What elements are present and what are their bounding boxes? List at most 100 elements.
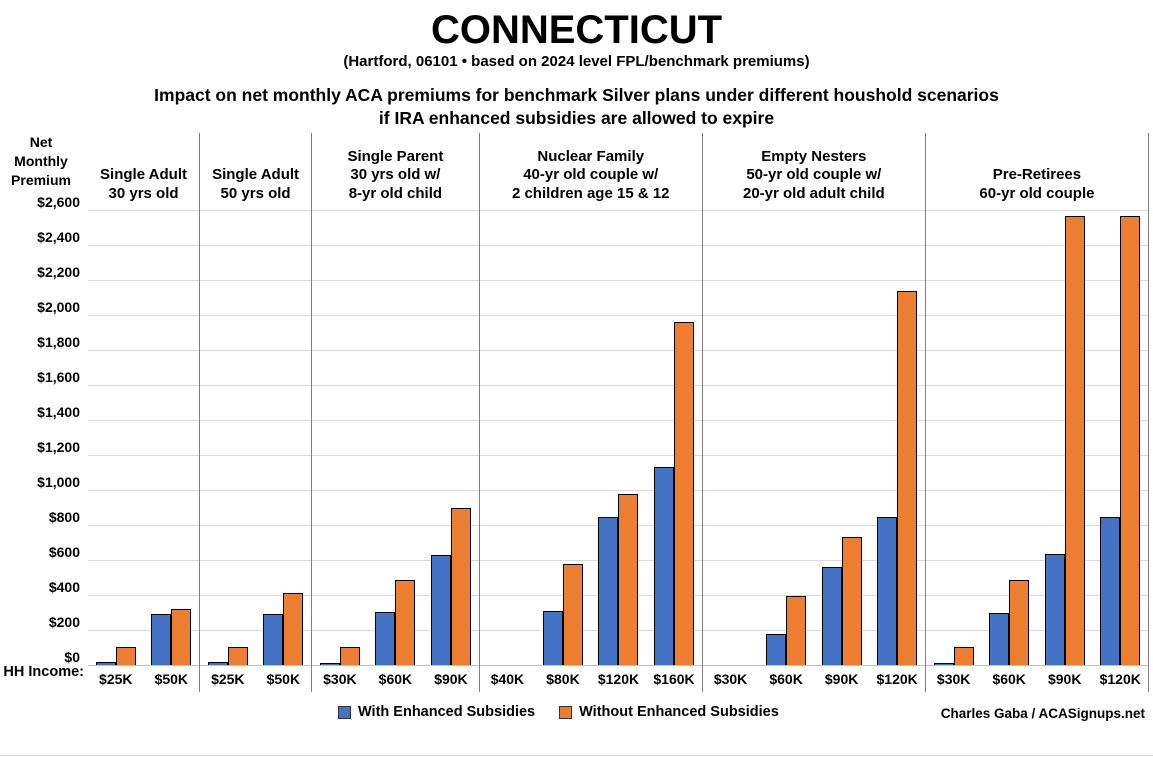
bar-with-enhanced-subsidies (1100, 517, 1121, 665)
bar-with-enhanced-subsidies (151, 614, 172, 665)
bar-without-enhanced-subsidies (1009, 580, 1030, 665)
bar-without-enhanced-subsidies (1120, 216, 1141, 665)
income-label: $60K (769, 671, 803, 687)
legend-swatch-icon (338, 705, 351, 719)
income-label: $25K (211, 671, 245, 687)
y-tick-label: $400 (48, 579, 80, 595)
bar-without-enhanced-subsidies (115, 646, 136, 665)
chart-header: CONNECTICUT (Hartford, 06101 • based on … (0, 8, 1153, 130)
bar-with-enhanced-subsidies (598, 517, 619, 665)
y-tick-label: $2,400 (37, 229, 80, 245)
chart-panels: Single Adult 30 yrs old $25K $50K Single Ad… (88, 133, 1149, 692)
bar-pair (654, 322, 695, 665)
y-tick-label: $2,200 (37, 264, 80, 280)
income-label: $50K (154, 671, 189, 687)
y-tick-label: $800 (48, 509, 80, 525)
income-labels: $25K $50K (88, 666, 199, 692)
bar-without-enhanced-subsidies (227, 646, 248, 665)
bar-pair (542, 563, 583, 665)
bar-without-enhanced-subsidies (953, 646, 974, 665)
income-label: $160K (653, 671, 695, 687)
panel-plot-area (312, 210, 479, 666)
panel-plot-area (479, 210, 702, 666)
bar-with-enhanced-subsidies (654, 467, 675, 665)
legend-label: With Enhanced Subsidies (358, 704, 536, 720)
bar-with-enhanced-subsidies (821, 567, 842, 665)
scenario-panel: Single Parent 30 yrs old w/ 8-yr old chi… (312, 133, 480, 692)
income-label: $30K (936, 671, 971, 687)
bar-pair (207, 646, 248, 665)
scenario-label: Pre-Retirees 60-yr old couple (979, 166, 1095, 202)
legend-item: Without Enhanced Subsidies (559, 704, 779, 720)
bar-without-enhanced-subsidies (786, 595, 807, 665)
income-label: $90K (434, 671, 468, 687)
income-label: $60K (992, 671, 1026, 687)
income-label: $90K (1047, 671, 1082, 687)
bar-pair (1044, 216, 1085, 665)
legend-swatch-icon (559, 705, 573, 719)
page-title: CONNECTICUT (430, 8, 723, 52)
bar-without-enhanced-subsidies (450, 508, 471, 665)
bottom-border (0, 755, 1153, 756)
y-axis-title: Net Monthly Premium (11, 134, 71, 188)
bar-with-enhanced-subsidies (375, 611, 396, 665)
income-label: $80K (546, 671, 580, 687)
bar-without-enhanced-subsidies (339, 646, 360, 665)
y-tick-label: $2,000 (37, 299, 80, 315)
income-label: $30K (323, 671, 357, 687)
credit-text: Charles Gaba / ACASignups.net (940, 706, 1145, 721)
y-tick-label: $1,200 (37, 439, 80, 455)
bar-with-enhanced-subsidies (766, 633, 787, 665)
bar-with-enhanced-subsidies (430, 554, 451, 665)
bar-pair (375, 580, 416, 665)
y-axis: Net Monthly Premium HH Income: $0 $200 $40… (0, 133, 88, 692)
panel-plot-area (88, 210, 200, 666)
bar-without-enhanced-subsidies (674, 322, 695, 665)
bar-pair (766, 595, 807, 665)
scenario-label: Nuclear Family 40-yr old couple w/ 2 chi… (511, 147, 670, 202)
chart-description: Impact on net monthly ACA premiums for b… (0, 84, 1153, 130)
income-label: $40K (490, 671, 525, 687)
bar-chart: Net Monthly Premium HH Income: $0 $200 $40… (0, 133, 1149, 692)
income-label: $30K (713, 671, 748, 687)
bar-pair (598, 494, 639, 665)
scenario-label: Single Parent 30 yrs old w/ 8-yr old chi… (347, 147, 444, 202)
panel-plot-area (925, 210, 1148, 666)
scenario-panel: Pre-Retirees 60-yr old couple $30K $60K $90… (925, 133, 1149, 692)
income-labels: $25K $50K (200, 666, 311, 692)
income-label: $90K (824, 671, 859, 687)
income-label: $50K (266, 671, 301, 687)
bar-without-enhanced-subsidies (841, 537, 862, 665)
bar-without-enhanced-subsidies (395, 580, 416, 665)
bar-with-enhanced-subsidies (207, 661, 228, 665)
bar-pair (1100, 216, 1141, 665)
bar-pair (989, 580, 1030, 665)
bar-pair (151, 609, 192, 665)
scenario-panel: Empty Nesters 50-yr old couple w/ 20-yr … (702, 133, 926, 692)
bar-pair (821, 537, 862, 665)
bar-pair (933, 646, 974, 665)
scenario-panel: Single Adult 50 yrs old $25K $50K (200, 133, 313, 692)
income-labels: $30K $60K $90K (312, 666, 479, 692)
scenario-label: Single Adult 30 yrs old (100, 166, 187, 202)
chart-description-line1: Impact on net monthly ACA premiums for b… (154, 85, 999, 105)
y-tick-label: $200 (48, 614, 80, 630)
y-tick-label: $0 (64, 649, 80, 665)
y-tick-label: $1,800 (37, 334, 80, 350)
bar-pair (95, 646, 136, 665)
income-labels: $40K $80K $120K $160K (480, 666, 702, 692)
bar-with-enhanced-subsidies (542, 610, 563, 665)
chart-subtitle: (Hartford, 06101 • based on 2024 level F… (343, 53, 810, 70)
bar-with-enhanced-subsidies (319, 663, 340, 665)
income-label: $25K (99, 671, 133, 687)
y-tick-label: $1,600 (37, 369, 80, 385)
legend-item: With Enhanced Subsidies (338, 704, 535, 720)
legend-label: Without Enhanced Subsidies (579, 704, 779, 720)
bar-with-enhanced-subsidies (989, 612, 1010, 665)
scenario-label: Single Adult 50 yrs old (212, 166, 300, 202)
chart-description-line2: if IRA enhanced subsidies are allowed to… (378, 108, 775, 128)
bar-without-enhanced-subsidies (897, 290, 918, 665)
bar-with-enhanced-subsidies (933, 663, 954, 665)
bar-with-enhanced-subsidies (877, 517, 898, 665)
bar-without-enhanced-subsidies (1064, 216, 1085, 665)
